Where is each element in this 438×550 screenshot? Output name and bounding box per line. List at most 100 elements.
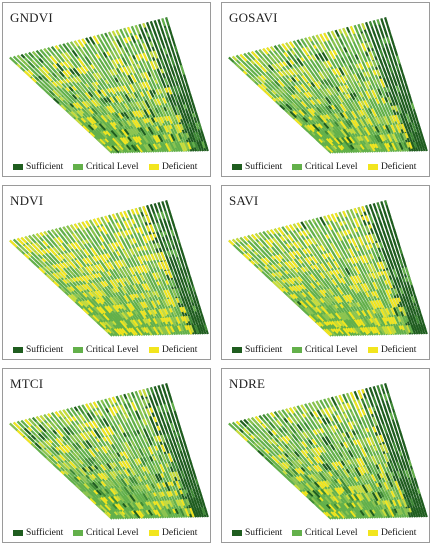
crop-row-segment xyxy=(91,107,98,115)
crop-row-segment xyxy=(325,503,332,510)
crop-row-segment xyxy=(394,297,400,305)
crop-row-segment xyxy=(176,441,182,452)
crop-row-segment xyxy=(94,290,103,300)
crop-row-segment xyxy=(179,430,185,441)
crop-row-segment xyxy=(301,124,309,133)
crop-row-segment xyxy=(195,488,199,494)
crop-row-segment xyxy=(295,433,301,439)
crop-row-segment xyxy=(84,457,93,467)
crop-row-segment xyxy=(407,276,413,286)
crop-row-segment xyxy=(320,263,327,272)
crop-row-segment xyxy=(350,45,356,54)
crop-row-segment xyxy=(62,253,71,262)
crop-row-segment xyxy=(90,282,99,291)
crop-row-segment xyxy=(303,56,310,63)
crop-row-segment xyxy=(24,52,33,61)
crop-row-segment xyxy=(300,423,305,429)
crop-row-segment xyxy=(186,507,192,515)
crop-row-segment xyxy=(363,264,369,271)
crop-row-segment xyxy=(372,203,377,211)
crop-row-segment xyxy=(282,103,290,111)
crop-row-segment xyxy=(117,442,122,448)
crop-row-segment xyxy=(413,324,418,331)
crop-row-segment xyxy=(358,246,365,255)
crop-row-segment xyxy=(45,257,51,263)
legend-label: Sufficient xyxy=(245,528,283,538)
crop-row-segment xyxy=(366,135,373,143)
crop-row-segment xyxy=(322,297,330,306)
crop-row-segment xyxy=(139,310,147,319)
crop-row-segment xyxy=(326,243,332,250)
crop-row-segment xyxy=(129,136,136,143)
crop-row-segment xyxy=(96,321,103,328)
crop-row-segment xyxy=(284,444,289,449)
crop-row-segment xyxy=(120,469,126,475)
crop-row-segment xyxy=(150,500,156,509)
crop-row-segment xyxy=(253,67,259,73)
crop-row-segment xyxy=(163,289,169,299)
crop-row-segment xyxy=(39,232,44,237)
crop-row-segment xyxy=(356,301,361,308)
crop-row-segment xyxy=(77,117,86,126)
crop-row-segment xyxy=(285,225,291,232)
crop-row-segment xyxy=(386,413,391,422)
crop-row-segment xyxy=(363,99,370,109)
crop-row-segment xyxy=(333,503,340,510)
crop-row-segment xyxy=(116,39,122,48)
crop-row-segment xyxy=(93,123,98,129)
crop-row-segment xyxy=(106,145,113,152)
crop-row-segment xyxy=(358,274,365,282)
crop-row-segment xyxy=(386,77,390,83)
crop-row-segment xyxy=(117,286,124,294)
crop-row-segment xyxy=(161,116,166,122)
legend-swatch-critical xyxy=(292,347,302,353)
crop-row-segment xyxy=(177,470,182,478)
crop-row-segment xyxy=(301,74,309,83)
crop-row-segment xyxy=(344,84,349,89)
crop-row-segment xyxy=(182,450,188,458)
crop-row-segment xyxy=(104,488,110,495)
crop-row-segment xyxy=(134,390,139,396)
crop-row-segment xyxy=(364,309,370,317)
crop-row-segment xyxy=(392,85,398,94)
crop-row-segment xyxy=(396,470,402,479)
crop-row-segment xyxy=(90,64,95,70)
crop-row-segment xyxy=(297,459,303,465)
crop-row-segment xyxy=(177,421,182,431)
crop-row-segment xyxy=(336,478,342,485)
crop-row-segment xyxy=(264,74,273,83)
crop-row-segment xyxy=(335,86,340,92)
crop-row-segment xyxy=(189,507,195,518)
crop-row-segment xyxy=(147,465,152,471)
crop-row-segment xyxy=(386,325,393,335)
crop-row-segment xyxy=(384,279,388,285)
crop-row-segment xyxy=(76,475,82,481)
crop-row-segment xyxy=(346,502,351,508)
crop-row-segment xyxy=(413,507,417,514)
crop-row-segment xyxy=(126,65,132,74)
field-map xyxy=(9,383,209,520)
crop-row-segment xyxy=(155,125,160,132)
crop-row-segment xyxy=(34,250,40,256)
crop-row-segment xyxy=(281,43,288,51)
crop-row-segment xyxy=(88,55,96,64)
crop-row-segment xyxy=(353,136,361,145)
crop-row-segment xyxy=(369,309,376,319)
crop-row-segment xyxy=(75,268,83,277)
crop-row-segment xyxy=(320,408,326,416)
crop-row-segment xyxy=(270,447,276,453)
crop-row-segment xyxy=(253,59,262,68)
crop-row-segment xyxy=(294,101,302,110)
crop-row-segment xyxy=(116,452,121,458)
crop-row-segment xyxy=(155,88,160,96)
crop-row-segment xyxy=(257,250,264,257)
crop-row-segment xyxy=(340,327,346,334)
crop-row-segment xyxy=(86,116,95,125)
crop-row-segment xyxy=(64,234,72,243)
crop-row-segment xyxy=(147,99,154,109)
crop-row-segment xyxy=(318,254,326,264)
crop-row-segment xyxy=(159,299,165,309)
crop-row-segment xyxy=(319,399,324,405)
crop-row-segment xyxy=(147,71,152,77)
crop-row-segment xyxy=(106,105,113,114)
